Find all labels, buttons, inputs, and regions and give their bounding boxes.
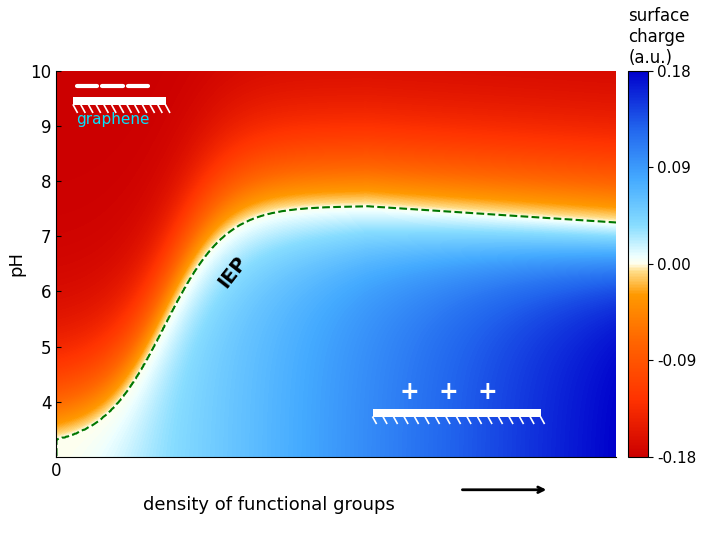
Text: density of functional groups: density of functional groups xyxy=(143,496,395,513)
Text: surface
charge
(a.u.): surface charge (a.u.) xyxy=(629,7,690,67)
Text: +: + xyxy=(478,380,498,404)
Y-axis label: pH: pH xyxy=(7,251,25,277)
Text: graphene: graphene xyxy=(76,112,149,127)
Text: IEP: IEP xyxy=(215,253,251,291)
Polygon shape xyxy=(74,97,166,105)
Polygon shape xyxy=(373,409,541,417)
Text: +: + xyxy=(438,380,458,404)
Text: +: + xyxy=(399,380,419,404)
